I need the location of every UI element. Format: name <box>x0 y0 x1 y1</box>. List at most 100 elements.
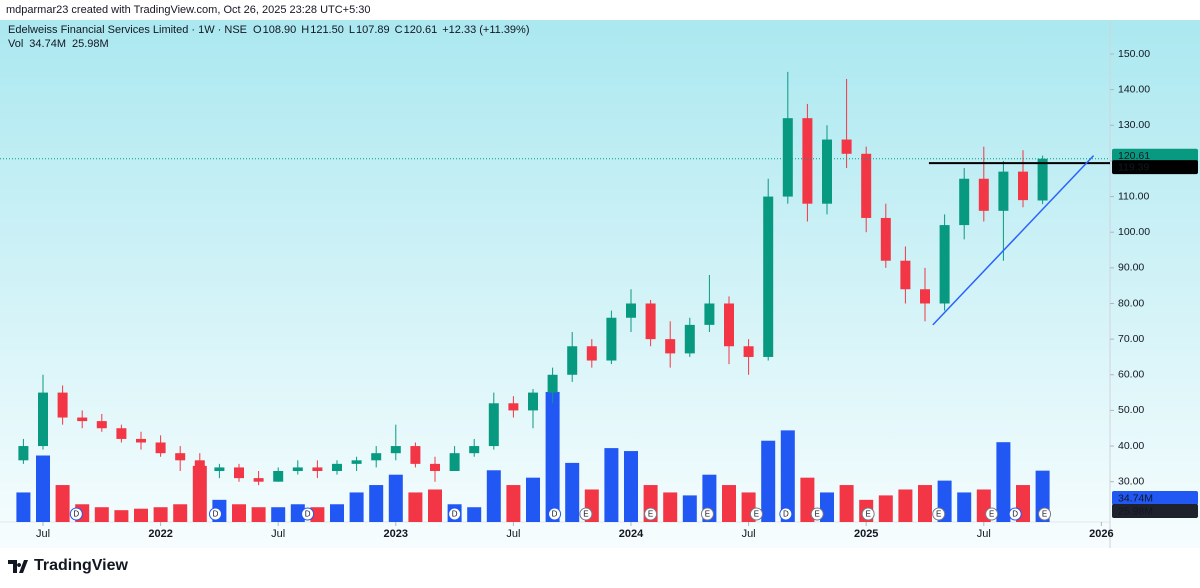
volume-bar <box>839 485 854 522</box>
candle-body <box>626 303 636 318</box>
volume-bar <box>722 485 736 522</box>
candle-body <box>724 303 734 347</box>
candle-body <box>292 467 303 472</box>
x-tick-label: 2025 <box>854 528 878 540</box>
legend-text: H <box>301 24 309 36</box>
event-marker <box>448 507 462 521</box>
legend: Edelweiss Financial Services Limited · 1… <box>8 24 530 50</box>
event-marker <box>644 507 658 521</box>
event-marker <box>779 507 793 521</box>
volume-bar <box>800 477 815 522</box>
y-tick-label: 40.00 <box>1118 440 1144 452</box>
volume-bar <box>16 492 31 522</box>
volume-bar <box>624 451 638 522</box>
y-tick-label: 60.00 <box>1118 369 1144 381</box>
candle-body <box>959 178 970 226</box>
volume-ma-label-bg <box>1112 504 1198 518</box>
legend-text: Vol <box>8 38 23 50</box>
candle-body <box>763 196 774 357</box>
volume-bar <box>153 507 168 522</box>
brand: TradingView <box>34 557 129 574</box>
y-tick-label: 70.00 <box>1118 333 1144 345</box>
candle-body <box>214 467 225 472</box>
volume-bar <box>526 477 540 522</box>
candle-body <box>822 139 832 204</box>
event-label: D <box>305 510 311 519</box>
y-tick-label: 150.00 <box>1118 48 1150 60</box>
volume-bar <box>682 495 697 522</box>
candle-body <box>567 346 578 375</box>
legend-text: L <box>349 24 355 36</box>
event-label: E <box>936 510 941 519</box>
volume-bar <box>957 492 972 522</box>
x-tick-label: 2026 <box>1089 528 1113 540</box>
candle-body <box>841 139 852 154</box>
volume-bar <box>408 492 423 522</box>
level-label-bg <box>1112 160 1198 175</box>
candle-body <box>782 118 793 197</box>
candle-body <box>684 324 695 354</box>
x-tick-label: 2024 <box>619 528 644 540</box>
candle-body <box>136 438 146 443</box>
volume-bar <box>349 492 364 522</box>
y-tick-label: 50.00 <box>1118 404 1144 416</box>
candle-body <box>234 467 244 479</box>
candle-body <box>1037 158 1048 201</box>
event-label: E <box>989 510 994 519</box>
legend-text: O <box>253 24 262 36</box>
candle-body <box>586 346 597 361</box>
candle-body <box>665 339 676 354</box>
volume-bar <box>310 507 325 522</box>
volume-bar <box>55 485 70 522</box>
x-tick-label: 2023 <box>384 528 408 540</box>
level-label: 119.39 <box>1118 161 1149 173</box>
event-label: D <box>783 510 789 519</box>
volume-bar <box>565 462 580 522</box>
volume-bar <box>898 489 913 522</box>
y-tick-label: 110.00 <box>1118 190 1149 202</box>
event-label: E <box>583 510 588 519</box>
candle-body <box>528 392 538 411</box>
candle-body <box>371 453 382 461</box>
event-label: D <box>73 510 79 519</box>
event-label: D <box>452 510 458 519</box>
candle-body <box>312 467 323 472</box>
y-tick-label: 100.00 <box>1118 226 1150 238</box>
event-marker <box>810 507 824 521</box>
legend-text: C <box>395 24 403 36</box>
trendline <box>932 155 1095 326</box>
candle-body <box>116 428 127 439</box>
legend-text: 34.74M <box>29 38 66 50</box>
candle-body <box>57 392 68 418</box>
event-label: E <box>865 510 870 519</box>
volume-bar <box>251 507 266 522</box>
event-marker <box>579 507 593 521</box>
volume-bar <box>604 448 619 522</box>
volume-bar <box>878 495 893 522</box>
candle-body <box>606 317 617 361</box>
legend-text: 121.50 <box>310 24 344 36</box>
volume-bar <box>780 430 795 522</box>
volume-bar <box>467 507 482 522</box>
y-tick-label: 30.00 <box>1118 475 1144 487</box>
event-label: D <box>552 510 558 519</box>
x-tick-label: Jul <box>506 528 520 540</box>
legend-text: 107.89 <box>356 24 390 36</box>
volume-bar <box>545 391 560 522</box>
last-price-label: 120.61 <box>1118 150 1150 162</box>
y-tick-label: 90.00 <box>1118 262 1144 274</box>
volume-bar <box>996 442 1011 522</box>
candle-body <box>175 453 186 461</box>
last-price-label-bg <box>1112 148 1198 163</box>
candle-body <box>704 303 715 325</box>
legend-text: Edelweiss Financial Services Limited · 1… <box>8 24 247 36</box>
candle-body <box>351 460 362 464</box>
volume-bar <box>114 510 129 522</box>
event-marker <box>932 507 946 521</box>
volume-label-bg <box>1112 491 1198 505</box>
volume-bar <box>428 489 442 522</box>
event-marker <box>548 507 562 521</box>
y-tick-label: 80.00 <box>1118 297 1144 309</box>
candle-body <box>18 446 29 461</box>
